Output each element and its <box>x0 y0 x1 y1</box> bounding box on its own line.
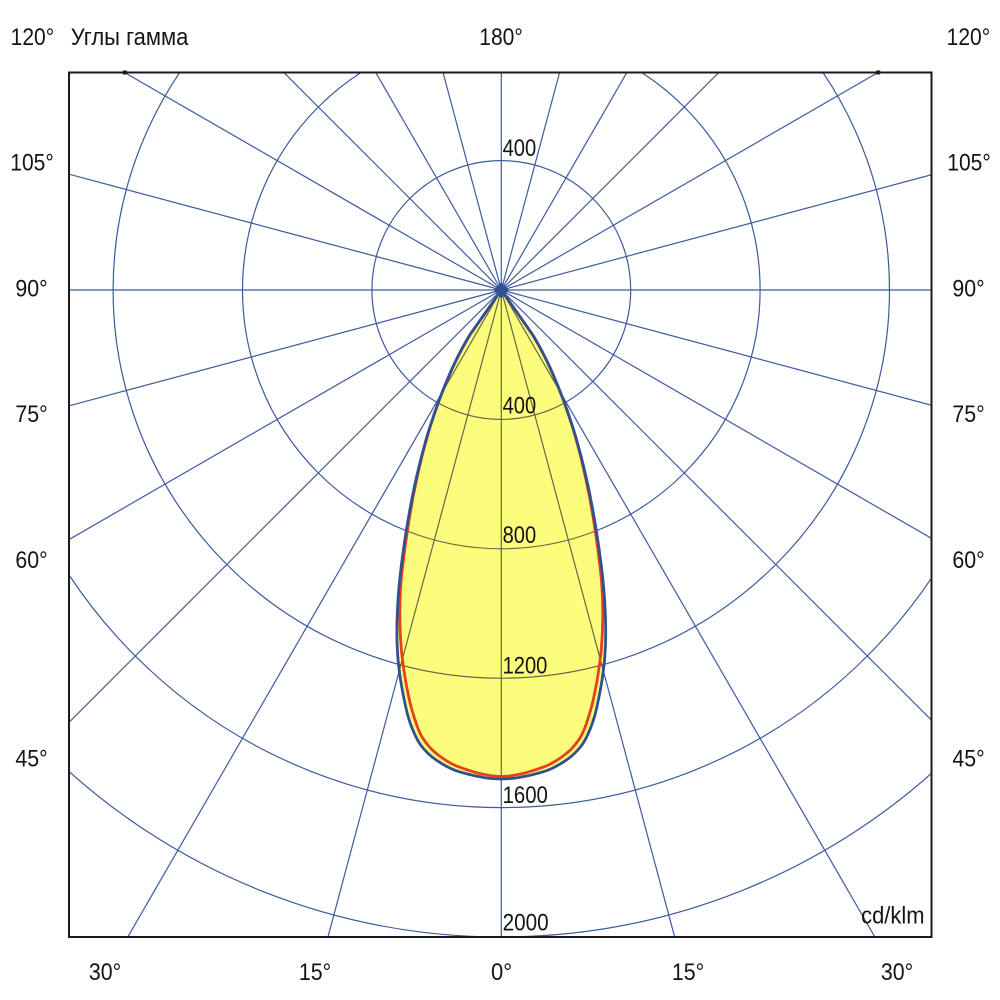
svg-text:0°: 0° <box>491 959 512 986</box>
svg-text:800: 800 <box>503 522 537 549</box>
svg-text:180°: 180° <box>479 24 523 51</box>
svg-text:400: 400 <box>503 393 537 420</box>
svg-text:30°: 30° <box>881 959 913 986</box>
svg-text:90°: 90° <box>952 275 984 302</box>
svg-text:400: 400 <box>503 135 537 162</box>
svg-text:105°: 105° <box>10 149 54 176</box>
svg-text:75°: 75° <box>952 401 984 428</box>
svg-text:105°: 105° <box>947 149 991 176</box>
svg-text:2000: 2000 <box>503 910 549 937</box>
svg-text:1600: 1600 <box>503 782 548 809</box>
svg-text:15°: 15° <box>299 959 331 986</box>
svg-text:60°: 60° <box>952 547 984 574</box>
svg-text:cd/klm: cd/klm <box>861 902 924 929</box>
svg-text:45°: 45° <box>15 746 47 773</box>
svg-text:90°: 90° <box>15 275 47 302</box>
svg-text:60°: 60° <box>15 547 47 574</box>
svg-text:30°: 30° <box>89 959 121 986</box>
svg-text:15°: 15° <box>672 959 704 986</box>
svg-text:120°: 120° <box>947 24 991 51</box>
svg-text:75°: 75° <box>15 401 47 428</box>
svg-text:Углы гамма: Углы гамма <box>71 24 189 51</box>
svg-text:45°: 45° <box>952 746 984 773</box>
svg-text:120°: 120° <box>11 24 55 51</box>
svg-text:1200: 1200 <box>503 653 548 680</box>
